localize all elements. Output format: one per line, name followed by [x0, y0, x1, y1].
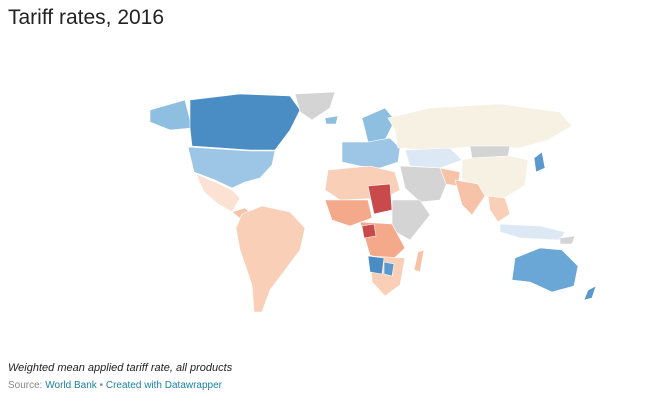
papua [559, 235, 576, 245]
note: Weighted mean applied tariff rate, all p… [8, 362, 233, 374]
south-america [235, 205, 306, 313]
botswana [383, 261, 395, 277]
world-map [149, 91, 597, 313]
alaska [149, 99, 193, 131]
source-label: Source: [8, 380, 43, 391]
iceland [324, 115, 339, 125]
separator: • [99, 380, 104, 391]
namibia [367, 255, 385, 275]
indonesia [499, 223, 566, 241]
usa [187, 146, 276, 189]
source-line: Source: World Bank • Created with Datawr… [8, 380, 222, 391]
chad-sudan [367, 183, 393, 215]
gabon [361, 223, 377, 239]
source-link[interactable]: World Bank [45, 380, 97, 391]
kazakhstan [404, 147, 463, 169]
mexico [195, 173, 241, 213]
europe [341, 137, 401, 169]
greenland [294, 91, 336, 121]
australia [511, 247, 579, 293]
new-zealand [583, 285, 597, 301]
madagascar [413, 249, 425, 273]
credit-link[interactable]: Created with Datawrapper [105, 380, 223, 391]
title: Tariff rates, 2016 [8, 6, 165, 29]
scandinavia [361, 107, 396, 143]
india [454, 179, 486, 216]
middle-east [399, 165, 449, 203]
canada [189, 93, 301, 151]
southeast-asia [487, 195, 511, 223]
japan [533, 151, 546, 173]
russia [387, 103, 573, 151]
